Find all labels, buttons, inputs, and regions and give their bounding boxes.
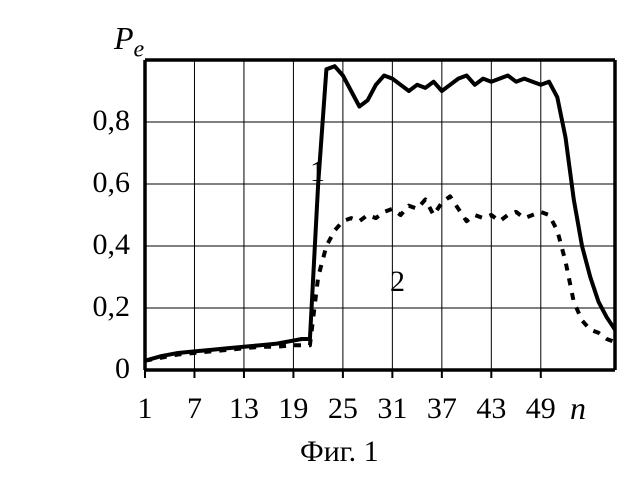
x-tick-label: 7 bbox=[174, 392, 214, 426]
x-tick-label: 37 bbox=[422, 392, 462, 426]
x-tick-label: 43 bbox=[471, 392, 511, 426]
y-tick-label: 0 bbox=[70, 352, 130, 386]
chart-caption: Фиг. 1 bbox=[300, 435, 379, 469]
y-axis-label: Pe bbox=[114, 20, 144, 63]
x-tick-label: 19 bbox=[273, 392, 313, 426]
x-axis-label: n bbox=[570, 390, 586, 427]
x-tick-label: 13 bbox=[224, 392, 264, 426]
x-tick-label: 31 bbox=[372, 392, 412, 426]
chart-svg bbox=[30, 20, 630, 400]
chart-container: Pe 00,20,40,60,8 1713192531374349 n 1 2 … bbox=[30, 20, 610, 480]
y-tick-label: 0,6 bbox=[70, 166, 130, 200]
y-tick-label: 0,8 bbox=[70, 104, 130, 138]
y-tick-label: 0,2 bbox=[70, 290, 130, 324]
x-tick-label: 1 bbox=[125, 392, 165, 426]
x-tick-label: 49 bbox=[521, 392, 561, 426]
y-tick-label: 0,4 bbox=[70, 228, 130, 262]
series-2-label: 2 bbox=[390, 265, 405, 299]
series-1-label: 1 bbox=[310, 155, 325, 189]
x-tick-label: 25 bbox=[323, 392, 363, 426]
